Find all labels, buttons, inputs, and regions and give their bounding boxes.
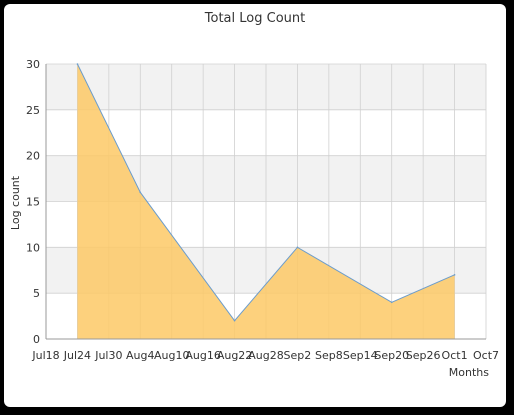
x-tick-label: Aug4 xyxy=(126,349,154,362)
x-tick-label: Jul24 xyxy=(63,349,91,362)
y-axis-title: Log count xyxy=(9,175,22,230)
y-tick-label: 20 xyxy=(26,150,40,163)
y-tick-label: 30 xyxy=(26,58,40,71)
x-tick-label: Jul18 xyxy=(31,349,59,362)
y-tick-label: 5 xyxy=(33,287,40,300)
x-tick-label: Oct7 xyxy=(473,349,499,362)
area-chart: 0 5 10 15 20 25 30 Jul18 Jul24 Jul30 Aug4 Aug10Aug1… xyxy=(9,58,499,379)
series-line xyxy=(76,63,455,322)
x-tick-label: Sep20 xyxy=(374,349,409,362)
y-tick-label: 10 xyxy=(26,241,40,254)
x-axis-title: Months xyxy=(449,366,489,379)
chart-title: Total Log Count xyxy=(204,11,306,26)
x-tick-label: Sep8 xyxy=(315,349,343,362)
data-point xyxy=(76,63,79,65)
x-tick-label: Aug22 xyxy=(217,349,252,362)
x-tick-label: Sep14 xyxy=(343,349,378,362)
chart-container: Total Log Count 0 5 10 15 20 25 30 Jul18 Jul24 Ju… xyxy=(4,4,506,407)
x-tick-label: Aug16 xyxy=(185,349,220,362)
area-fill xyxy=(77,64,455,339)
x-tick-label: Oct1 xyxy=(442,349,468,362)
x-tick-label: Sep26 xyxy=(406,349,441,362)
data-point xyxy=(233,319,236,322)
data-point xyxy=(453,274,456,276)
x-tick-label: Sep2 xyxy=(284,349,312,362)
y-tick-label: 0 xyxy=(33,333,40,346)
y-tick-label: 25 xyxy=(26,104,40,117)
x-tick-label: Aug28 xyxy=(248,349,283,362)
data-point xyxy=(139,191,142,194)
data-point xyxy=(296,246,299,249)
data-point xyxy=(390,301,393,304)
x-tick-label: Aug10 xyxy=(154,349,189,362)
y-tick-label: 15 xyxy=(26,196,40,209)
x-tick-label: Jul30 xyxy=(94,349,122,362)
